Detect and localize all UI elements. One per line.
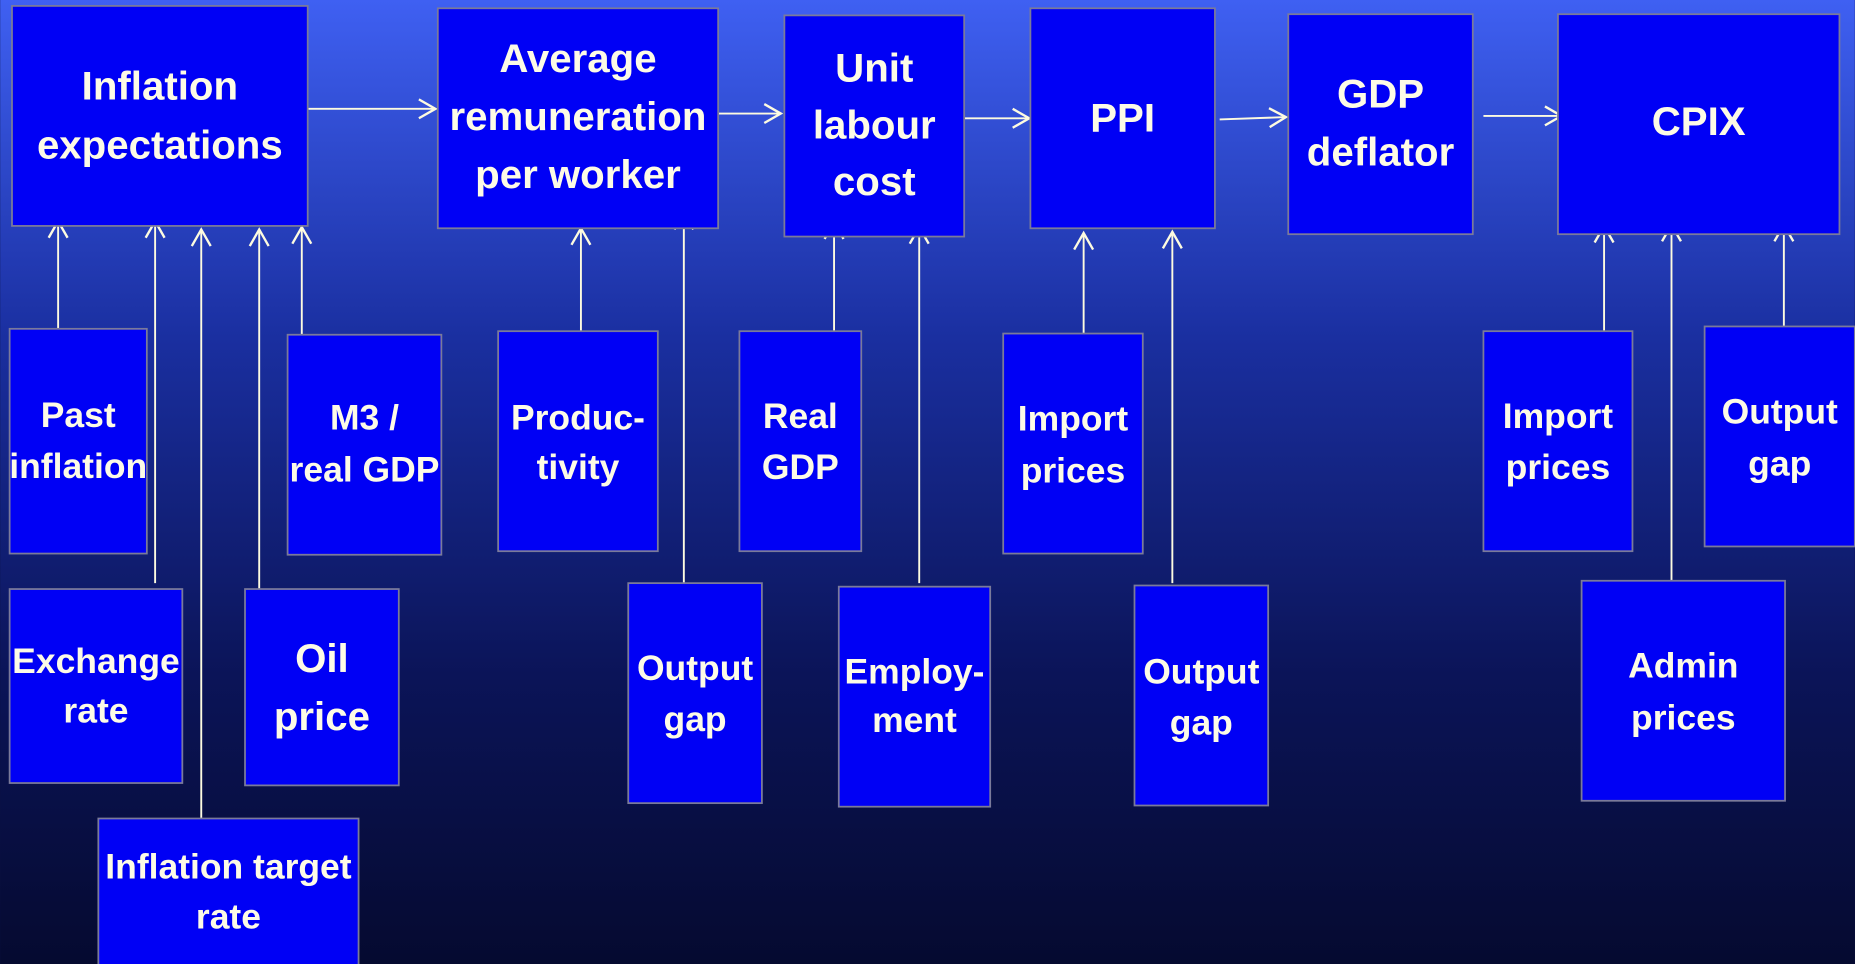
node-label: real GDP bbox=[290, 449, 440, 489]
node-box bbox=[97, 817, 360, 964]
node-box bbox=[436, 7, 720, 230]
node-label: gap bbox=[664, 699, 727, 739]
node: Import prices bbox=[1482, 330, 1634, 553]
node-label: Average bbox=[499, 36, 656, 81]
node-label: GDP bbox=[762, 447, 839, 487]
node: Produc-tivity bbox=[497, 330, 659, 553]
node-box bbox=[1580, 579, 1786, 802]
node: Average remuneration per worker bbox=[436, 7, 720, 230]
node: GDP deflator bbox=[1287, 13, 1474, 236]
node-label: Exchange bbox=[12, 641, 180, 681]
node: Unit labour cost bbox=[783, 14, 966, 238]
node-box bbox=[837, 585, 992, 808]
node-label: Output bbox=[637, 648, 753, 688]
node-label: tivity bbox=[537, 447, 620, 487]
node-box bbox=[8, 327, 148, 555]
node: Output gap bbox=[1133, 584, 1270, 807]
arrows bbox=[58, 109, 1784, 819]
node-label: Produc- bbox=[511, 397, 645, 437]
node-box bbox=[286, 333, 443, 556]
node-label: labour bbox=[813, 102, 936, 147]
node: Import prices bbox=[1002, 332, 1144, 555]
node-label: CPIX bbox=[1652, 99, 1746, 144]
node-label: Unit bbox=[835, 46, 913, 91]
node-box bbox=[1482, 330, 1634, 553]
node: Inflation target rate bbox=[97, 817, 360, 964]
node: Admin prices bbox=[1580, 579, 1786, 802]
node-label: gap bbox=[1748, 443, 1811, 483]
node-label: M3 / bbox=[330, 397, 399, 437]
node: Inflation expectations bbox=[11, 5, 309, 227]
node-label: prices bbox=[1021, 451, 1126, 491]
node: Output gap bbox=[1703, 325, 1855, 548]
node: Oil price bbox=[244, 588, 400, 787]
node-box bbox=[1557, 13, 1841, 236]
node-label: remuneration bbox=[450, 94, 707, 139]
node: Output gap bbox=[627, 582, 763, 805]
node-label: prices bbox=[1631, 698, 1736, 738]
node-label: deflator bbox=[1307, 130, 1455, 175]
node-label: PPI bbox=[1090, 95, 1155, 140]
node-box bbox=[738, 330, 863, 553]
node-label: Admin bbox=[1628, 646, 1738, 686]
node-box bbox=[497, 330, 659, 553]
node-label: Real bbox=[763, 396, 838, 436]
node-label: inflation bbox=[9, 446, 147, 486]
node-label: prices bbox=[1506, 447, 1611, 487]
node-label: rate bbox=[63, 691, 128, 731]
node-label: Past bbox=[41, 395, 116, 435]
node-box bbox=[1029, 7, 1216, 230]
node-label: per worker bbox=[475, 152, 681, 197]
node-box bbox=[11, 5, 309, 227]
node-label: Import bbox=[1018, 398, 1129, 438]
node-label: Inflation bbox=[82, 63, 238, 108]
node-label: price bbox=[274, 694, 370, 739]
node-label: cost bbox=[833, 159, 916, 204]
node-label: GDP bbox=[1337, 72, 1424, 117]
node-label: Import bbox=[1503, 396, 1614, 436]
node: M3 / real GDP bbox=[286, 333, 443, 556]
node: Employ-ment bbox=[837, 585, 992, 808]
node: PPI bbox=[1029, 7, 1216, 230]
arrow bbox=[1219, 117, 1286, 119]
node-label: Oil bbox=[295, 636, 349, 681]
node: Past inflation bbox=[8, 327, 148, 555]
node-box bbox=[783, 14, 966, 238]
node-label: ment bbox=[872, 700, 957, 740]
node-label: Output bbox=[1143, 652, 1259, 692]
node-label: rate bbox=[196, 896, 261, 936]
node-box bbox=[8, 588, 184, 784]
node: CPIX bbox=[1557, 13, 1841, 236]
node-box bbox=[1133, 584, 1270, 807]
node: Real GDP bbox=[738, 330, 863, 553]
node: Exchange rate bbox=[8, 588, 184, 784]
node-label: Inflation target bbox=[105, 847, 351, 887]
nodes: Inflation expectations Average remuneration… bbox=[8, 5, 1855, 964]
node-box bbox=[244, 588, 400, 787]
node-box bbox=[1287, 13, 1474, 236]
node-label: expectations bbox=[37, 122, 283, 167]
node-label: Output bbox=[1722, 391, 1838, 431]
node-label: Employ- bbox=[845, 652, 985, 692]
node-label: gap bbox=[1170, 702, 1233, 742]
node-box bbox=[627, 582, 763, 805]
node-box bbox=[1703, 325, 1855, 548]
node-box bbox=[1002, 332, 1144, 555]
